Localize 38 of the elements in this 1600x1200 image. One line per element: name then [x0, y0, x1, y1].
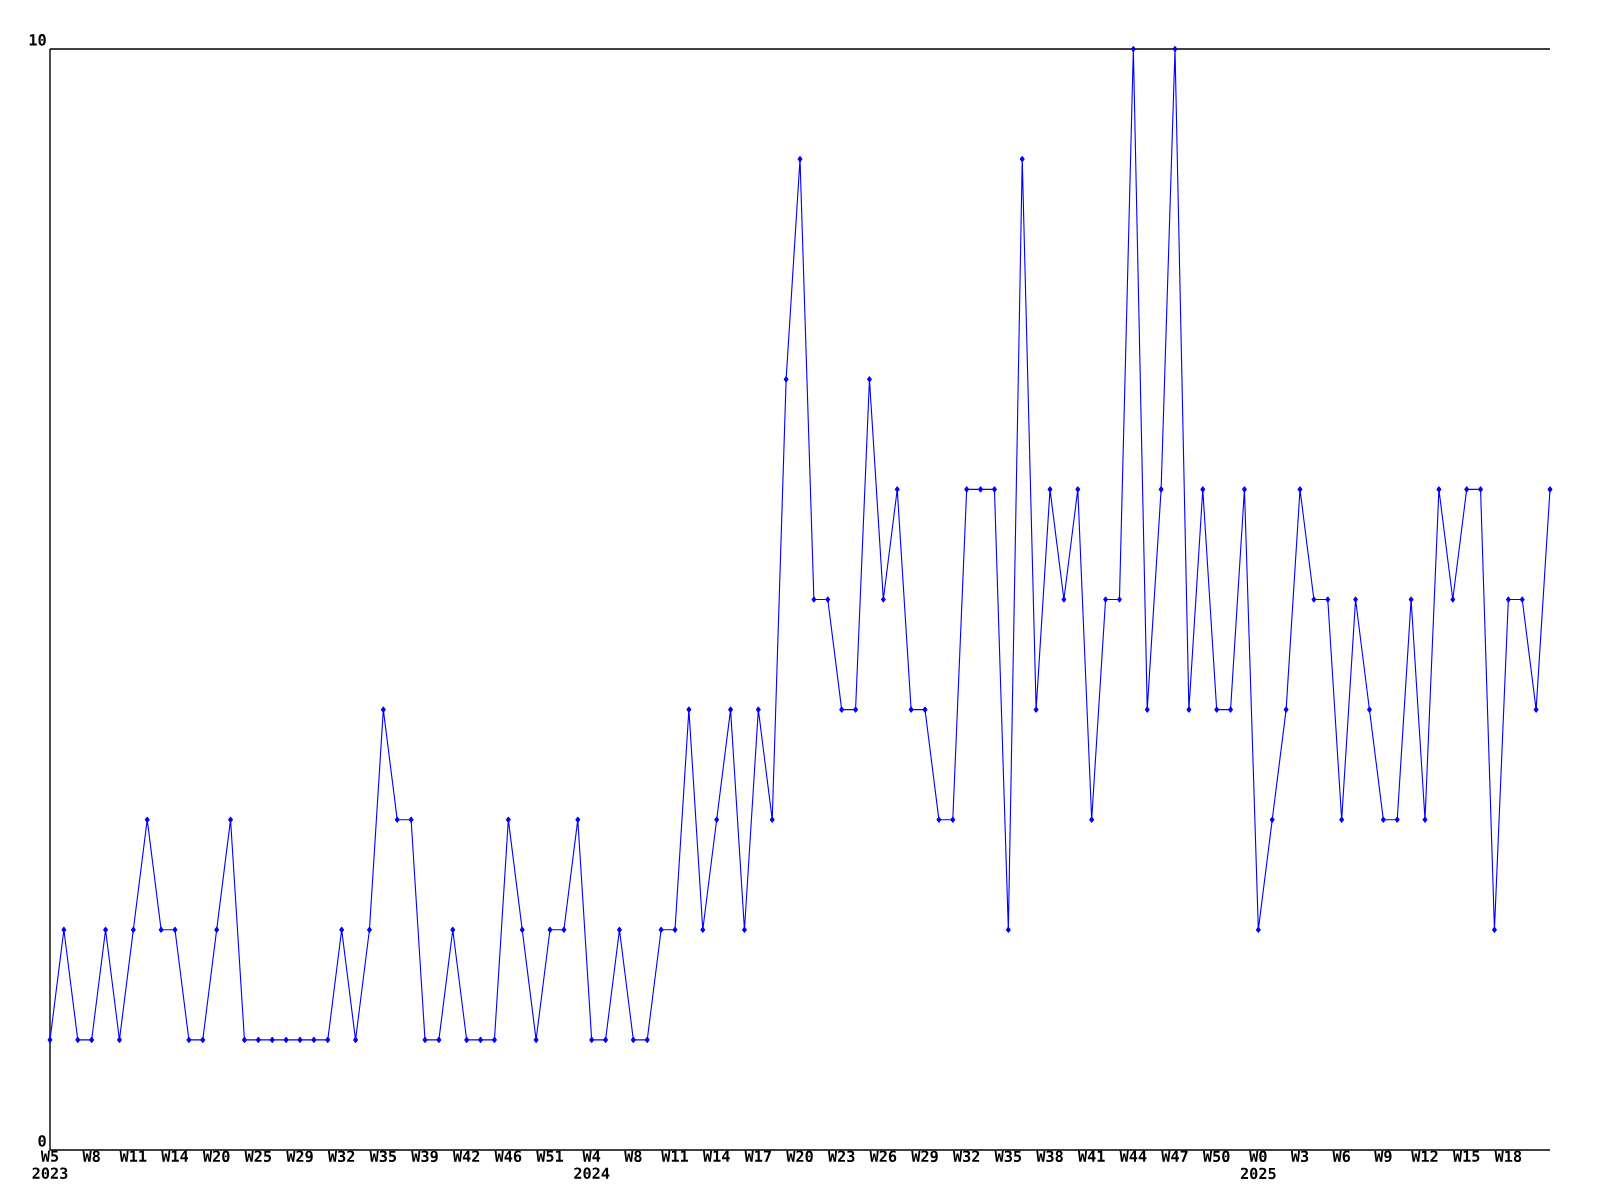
x-tick-label: W17	[744, 1150, 771, 1162]
x-tick-label: W11	[661, 1150, 689, 1162]
x-tick-label: W25	[244, 1150, 272, 1163]
x-tick-label: W51	[536, 1150, 564, 1162]
x-tick-label: W38	[1036, 1150, 1063, 1163]
x-tick-label: W18	[1494, 1150, 1522, 1163]
x-tick-label: W44	[1119, 1150, 1147, 1162]
x-tick-label: W5 2023	[32, 1150, 68, 1180]
x-tick-label: W42	[452, 1150, 480, 1162]
x-tick-label: W35	[369, 1150, 397, 1163]
x-tick-label: W39	[411, 1150, 438, 1163]
x-tick-label: W20	[786, 1150, 813, 1163]
x-tick-label: W12	[1411, 1150, 1438, 1162]
x-tick-label: W35	[994, 1150, 1022, 1163]
x-tick-label: W20	[202, 1150, 230, 1163]
x-tick-label: W4 2024	[574, 1150, 610, 1180]
x-tick-label: W0 2025	[1240, 1150, 1276, 1180]
x-tick-label: W26	[869, 1150, 897, 1163]
y-tick-label: 0	[38, 1135, 46, 1147]
x-tick-label: W11	[119, 1150, 147, 1162]
x-tick-label: W29	[286, 1150, 313, 1163]
x-tick-label: W9	[1374, 1150, 1392, 1163]
y-tick-label: 10	[29, 34, 46, 46]
x-tick-label: W14	[702, 1150, 730, 1162]
x-tick-label: W14	[161, 1150, 189, 1162]
x-tick-label: W29	[911, 1150, 938, 1163]
x-tick-label: W6	[1332, 1150, 1351, 1163]
x-tick-label: W47	[1161, 1150, 1188, 1162]
x-tick-label: W50	[1202, 1150, 1230, 1163]
x-tick-label: W8	[82, 1150, 100, 1163]
x-tick-label: W15	[1452, 1150, 1480, 1162]
x-tick-label: W41	[1077, 1150, 1105, 1162]
x-tick-label: W3	[1290, 1150, 1309, 1163]
x-tick-label: W46	[494, 1150, 522, 1163]
x-tick-label: W23	[827, 1150, 855, 1163]
x-tick-label: W8	[624, 1150, 642, 1163]
x-tick-label: W32	[327, 1150, 355, 1163]
x-tick-label: W32	[952, 1150, 980, 1163]
